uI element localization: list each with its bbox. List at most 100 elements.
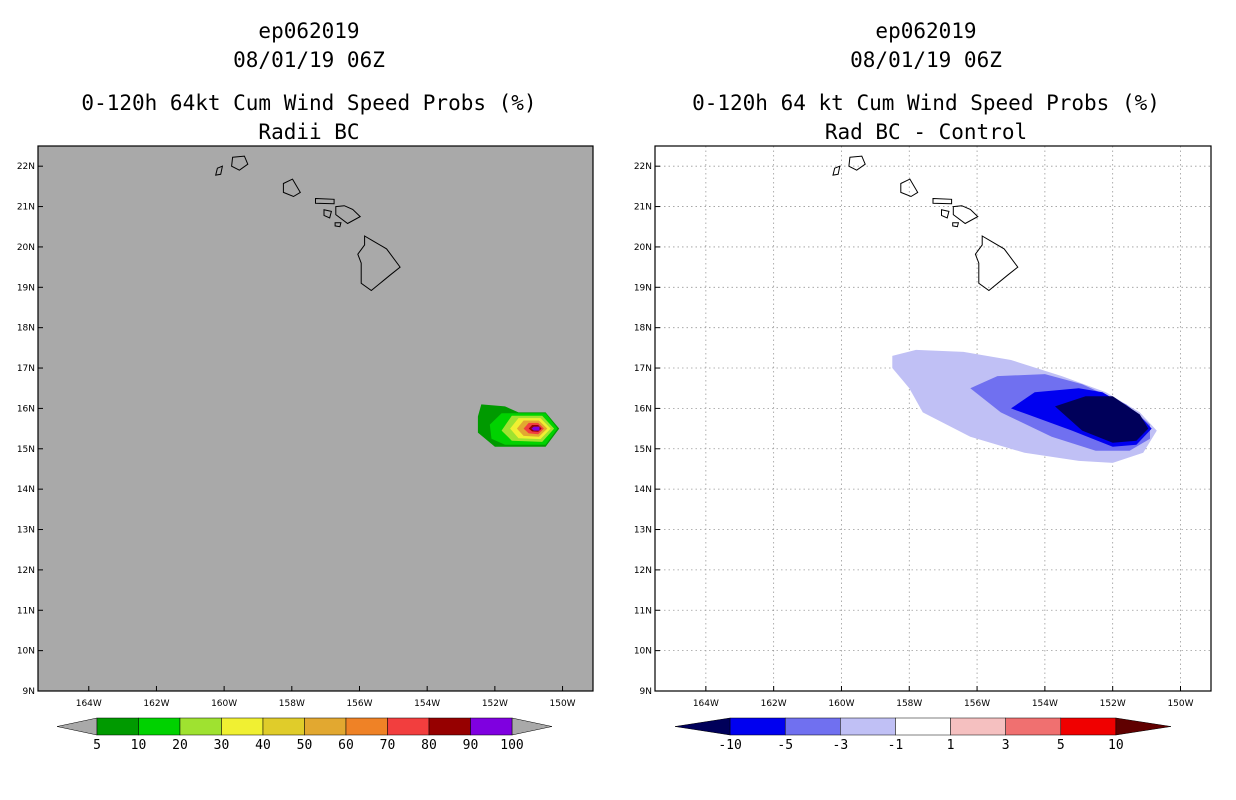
y-tick-label: 9N (23, 687, 35, 697)
colorbar-label: 100 (500, 738, 523, 753)
island-outline-kahoolawe (334, 222, 342, 228)
colorbar-swatch (729, 717, 786, 736)
y-tick-label: 18N (634, 324, 652, 334)
x-tick-label: 160W (211, 699, 237, 709)
island-outline-hawaii (357, 235, 401, 292)
island-outline-kauai (231, 155, 249, 171)
contour-level-90 (531, 426, 540, 431)
x-tick-label: 164W (693, 699, 719, 709)
colorbar-extend-low (674, 717, 731, 736)
y-tick-label: 21N (634, 203, 652, 213)
x-tick-label: 154W (414, 699, 440, 709)
island-outline-oahu (282, 178, 301, 198)
colorbar-label: 10 (131, 738, 147, 753)
x-tick-label: 152W (482, 699, 508, 709)
right-title-storm-id: ep062019 (875, 19, 976, 43)
map-frame (654, 145, 1212, 692)
colorbar-label: -10 (718, 738, 741, 753)
y-tick-label: 19N (634, 283, 652, 293)
colorbar-swatch (470, 717, 513, 736)
y-tick-label: 22N (634, 162, 652, 172)
left-title-date: 08/01/19 06Z (233, 48, 385, 72)
colorbar-label: -3 (833, 738, 849, 753)
colorbar-swatch (221, 717, 264, 736)
colorbar-label: 20 (172, 738, 188, 753)
right-map-panel: 164W 162W 160W 158W 156W 154W 152W 150W 22N 21N 20… (634, 145, 1212, 709)
island-outline-niihau (832, 165, 841, 176)
colorbar-swatch (784, 717, 841, 736)
island-outline-molokai (315, 197, 335, 205)
colorbar-label: 5 (93, 738, 101, 753)
colorbar-label: 30 (214, 738, 230, 753)
x-tick-label: 162W (143, 699, 169, 709)
y-tick-label: 22N (17, 162, 35, 172)
right-title-product: 0-120h 64 kt Cum Wind Speed Probs (%) (692, 91, 1160, 115)
y-tick-label: 16N (634, 404, 652, 414)
island-outline-kahoolawe (952, 222, 960, 228)
colorbar-swatch (262, 717, 305, 736)
y-tick-label: 15N (17, 445, 35, 455)
colorbar-label: 1 (947, 738, 955, 753)
colorbar-swatch (1005, 717, 1062, 736)
x-tick-label: 164W (76, 699, 102, 709)
island-outline-lanai (323, 209, 333, 219)
colorbar-swatch (304, 717, 347, 736)
colorbar-label: 60 (338, 738, 354, 753)
colorbar-label: 70 (380, 738, 396, 753)
colorbar-swatch (950, 717, 1006, 736)
colorbar-swatch (345, 717, 388, 736)
island-outline-niihau (215, 165, 224, 176)
x-tick-label: 158W (896, 699, 922, 709)
y-tick-label: 13N (634, 526, 652, 536)
island-outline-hawaii (974, 235, 1019, 292)
y-tick-label: 20N (634, 243, 652, 253)
island-outline-maui (952, 205, 979, 225)
colorbar-swatch (387, 717, 430, 736)
colorbar-extend-high (1115, 717, 1172, 736)
colorbar-swatch (895, 717, 951, 736)
x-tick-label: 152W (1100, 699, 1126, 709)
colorbar-swatch (1060, 717, 1117, 736)
y-tick-label: 10N (17, 647, 35, 657)
colorbar-swatch (138, 717, 181, 736)
island-outline-oahu (900, 178, 919, 198)
y-tick-label: 21N (17, 203, 35, 213)
y-tick-label: 9N (640, 687, 652, 697)
y-tick-label: 10N (634, 647, 652, 657)
y-tick-label: 18N (17, 324, 35, 334)
colorbar-swatch (840, 717, 896, 736)
x-tick-label: 154W (1032, 699, 1058, 709)
island-outline-kauai (848, 155, 866, 171)
colorbar-label: 50 (297, 738, 313, 753)
y-tick-label: 12N (17, 566, 35, 576)
colorbar-label: 40 (255, 738, 271, 753)
right-title-date: 08/01/19 06Z (850, 48, 1002, 72)
x-tick-label: 150W (1167, 699, 1193, 709)
x-tick-label: 162W (761, 699, 787, 709)
island-outline-lanai (941, 209, 950, 219)
colorbar-label: 90 (463, 738, 479, 753)
right-colorbar: -10 -5 -3 -1 1 3 5 10 (674, 717, 1172, 753)
right-title-subtitle: Rad BC - Control (825, 120, 1027, 144)
colorbar-swatch (179, 717, 222, 736)
x-tick-label: 150W (550, 699, 576, 709)
x-tick-label: 156W (964, 699, 990, 709)
y-tick-label: 20N (17, 243, 35, 253)
colorbar-label: -1 (888, 738, 904, 753)
left-title-subtitle: Radii BC (258, 120, 359, 144)
map-frame (37, 145, 594, 692)
colorbar-label: 80 (421, 738, 437, 753)
colorbar-label: 5 (1057, 738, 1065, 753)
x-tick-label: 160W (828, 699, 854, 709)
y-tick-label: 16N (17, 404, 35, 414)
colorbar-extend-high (511, 717, 553, 736)
y-tick-label: 19N (17, 283, 35, 293)
left-title-product: 0-120h 64kt Cum Wind Speed Probs (%) (81, 91, 536, 115)
left-title-storm-id: ep062019 (258, 19, 359, 43)
colorbar-label: -5 (777, 738, 793, 753)
contour-level-minus-10 (1055, 396, 1149, 443)
y-tick-label: 11N (17, 606, 35, 616)
colorbar-label: 3 (1002, 738, 1010, 753)
x-tick-label: 158W (279, 699, 305, 709)
